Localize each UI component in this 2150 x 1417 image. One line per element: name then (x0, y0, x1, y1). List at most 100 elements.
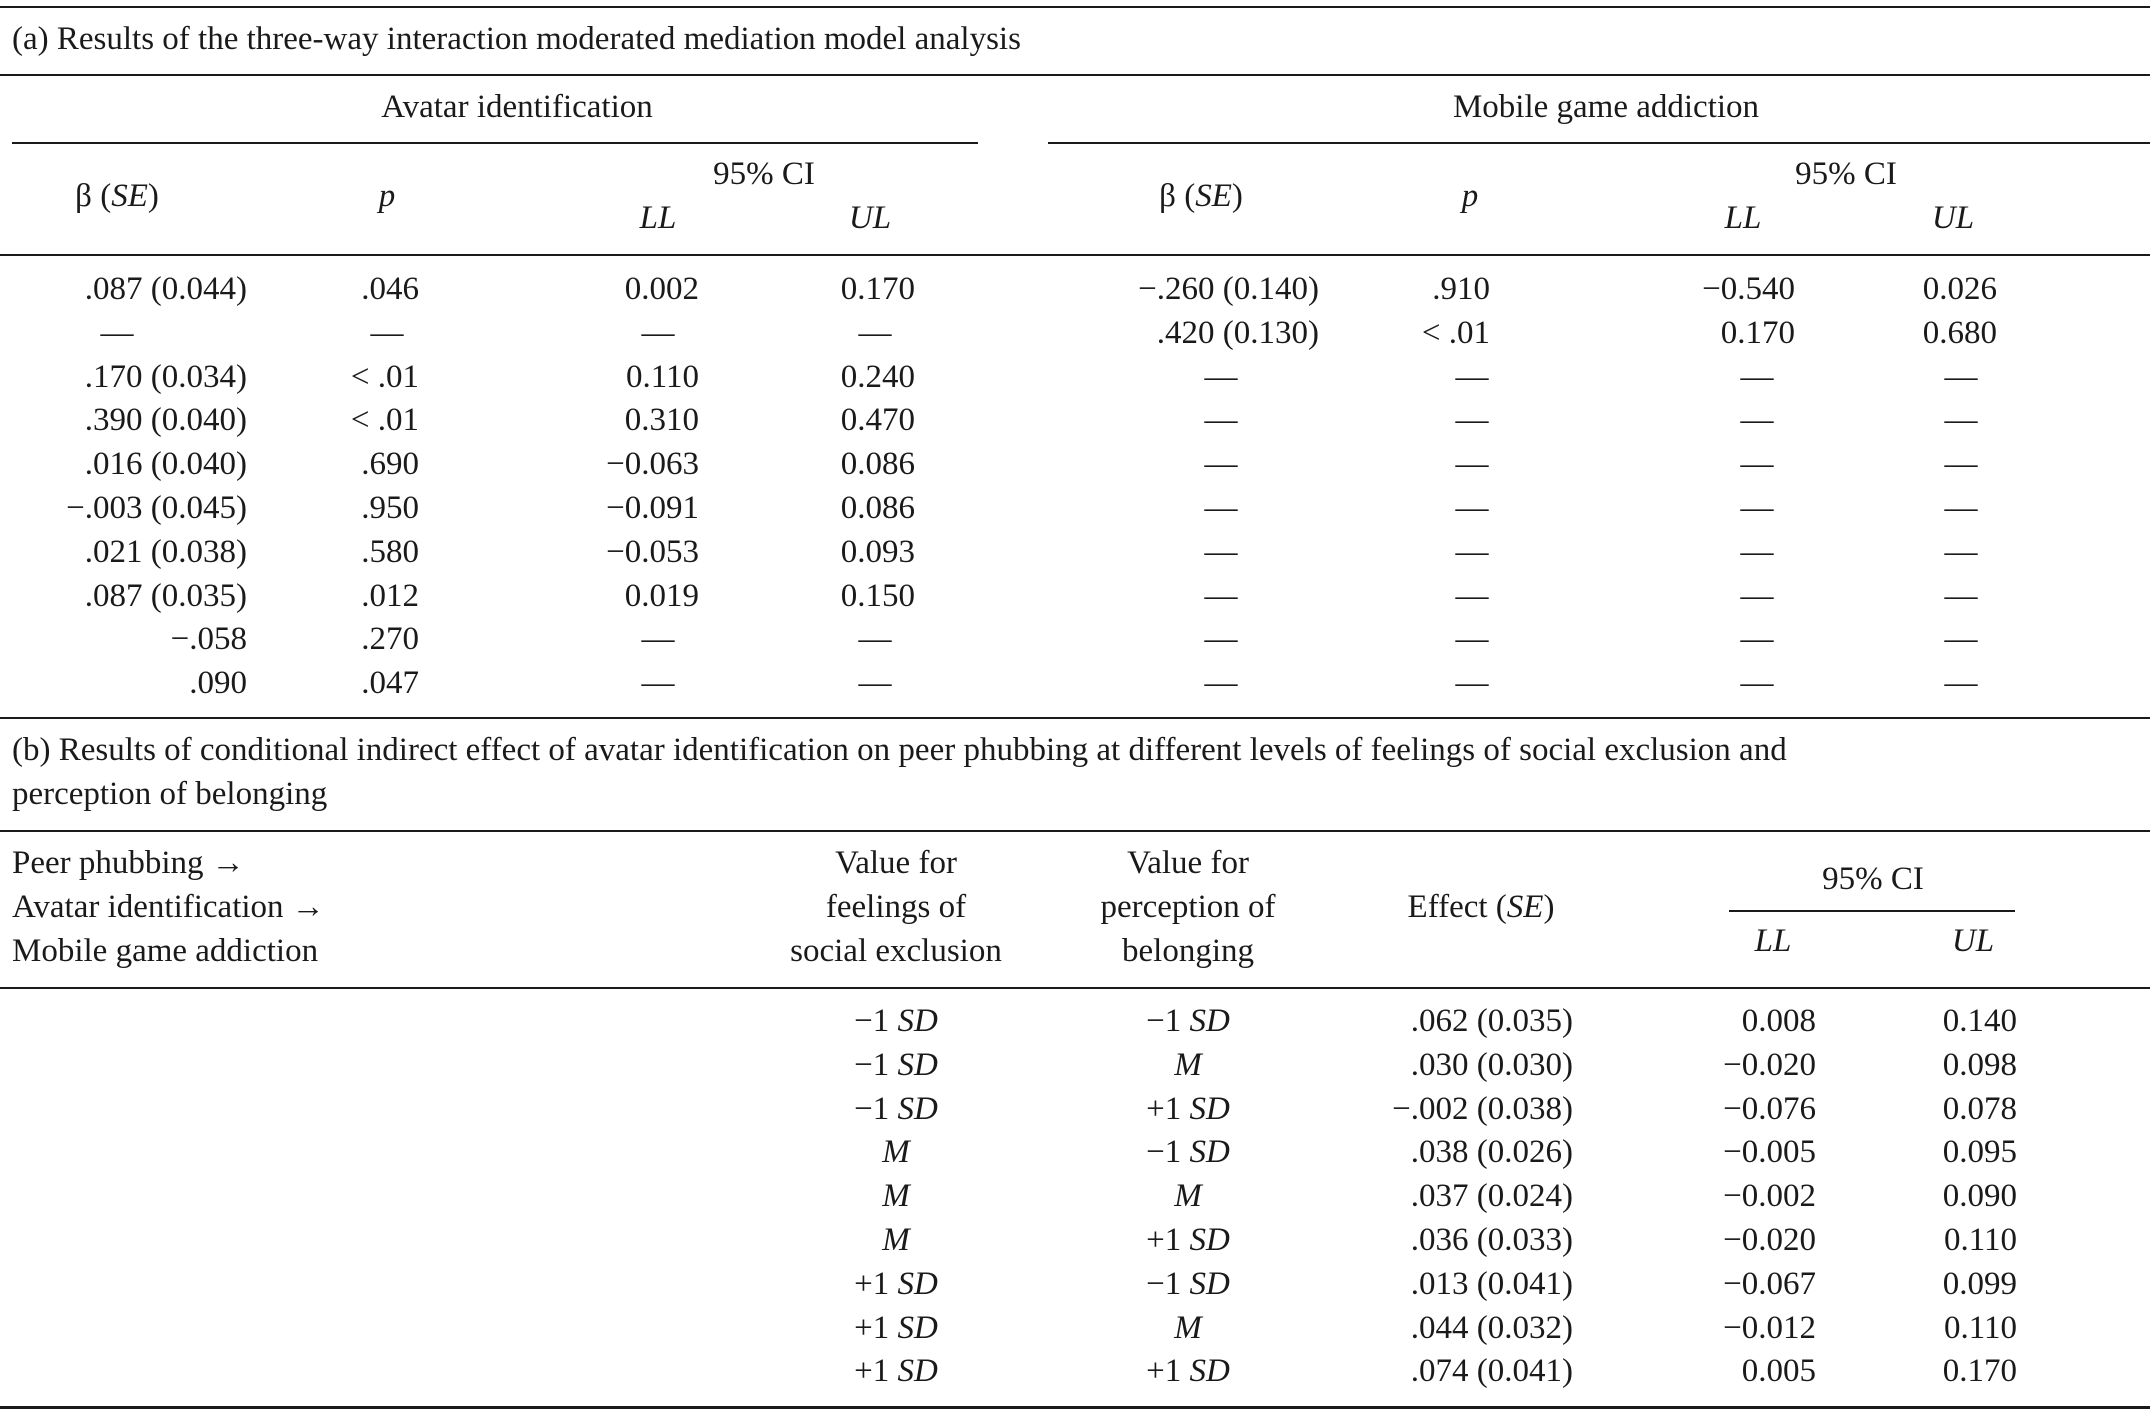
avatar-ul-cell: 0.086 (840, 490, 915, 526)
ll-cell: −0.012 (1723, 1309, 1816, 1346)
col-header-ll: LL (1724, 200, 1762, 236)
avatar-beta-se-cell: −.058 (170, 621, 247, 658)
avatar-beta-se-cell: .087 (0.035) (84, 577, 247, 614)
col-header-beta-se: β (SE) (75, 178, 159, 214)
col-header-95ci: 95% CI (1822, 861, 1924, 897)
mobile-beta-se-cell: — (1204, 446, 1238, 483)
mobile-beta-se-cell: — (1204, 402, 1238, 439)
mobile-p-cell: — (1455, 490, 1489, 526)
col-header-p: p (1461, 178, 1479, 214)
mobile-beta-se-cell: — (1204, 533, 1238, 570)
mobile-beta-se-cell: — (1204, 621, 1238, 658)
avatar-ll-cell: — (641, 314, 675, 351)
top-rule (0, 6, 2150, 8)
belonging-value-cell: −1 SD (1146, 1003, 1230, 1039)
exclusion-value-cell: +1 SD (854, 1309, 938, 1346)
avatar-ll-cell: 0.002 (624, 271, 699, 307)
exclusion-value-cell: +1 SD (854, 1353, 938, 1390)
effect-se-cell: .036 (0.033) (1410, 1222, 1573, 1258)
belonging-value-cell: M (1174, 1046, 1202, 1083)
col-header-95ci: 95% CI (713, 156, 815, 192)
col-header-belonging-line-2: perception of (1100, 889, 1276, 925)
ul-cell: 0.110 (1943, 1309, 2017, 1346)
col-header-belonging-line-3: belonging (1122, 933, 1254, 969)
mobile-beta-se-cell: −.260 (0.140) (1138, 271, 1319, 307)
mobile-p-cell: — (1455, 621, 1489, 658)
avatar-ll-cell: — (641, 621, 675, 658)
mobile-p-cell: < .01 (1421, 314, 1490, 351)
avatar-beta-se-cell: .021 (0.038) (84, 533, 247, 570)
col-header-exclusion-line-2: feelings of (825, 889, 967, 925)
avatar-ll-cell: — (641, 665, 675, 702)
ul-cell: 0.140 (1942, 1003, 2017, 1039)
exclusion-value-cell: −1 SD (854, 1046, 938, 1083)
exclusion-value-cell: −1 SD (854, 1003, 938, 1039)
effect-se-cell: −.002 (0.038) (1392, 1090, 1573, 1127)
avatar-beta-se-cell: .390 (0.040) (84, 402, 247, 439)
avatar-p-cell: .047 (361, 665, 419, 702)
col-header-p: p (378, 178, 396, 214)
effect-se-cell: .074 (0.041) (1410, 1353, 1573, 1390)
col-header-ul: UL (848, 200, 892, 236)
effect-se-cell: .062 (0.035) (1410, 1003, 1573, 1039)
bottom-rule (0, 1406, 2150, 1409)
mobile-ul-cell: — (1944, 490, 1978, 526)
mobile-ul-cell: — (1944, 665, 1978, 702)
col-header-ll: LL (1754, 923, 1792, 959)
avatar-ul-cell: — (858, 621, 892, 658)
exclusion-value-cell: M (882, 1134, 910, 1171)
part-b-caption-line-2: perception of belonging (12, 776, 328, 812)
exclusion-value-cell: −1 SD (854, 1090, 938, 1127)
part-b-header-rule (0, 987, 2150, 989)
col-header-ul: UL (1951, 923, 1995, 959)
col-header-belonging-line-1: Value for (1127, 845, 1249, 881)
avatar-ll-cell: 0.019 (624, 577, 699, 614)
mobile-beta-se-cell: — (1204, 490, 1238, 526)
avatar-ll-cell: −0.091 (606, 490, 699, 526)
ll-cell: −0.020 (1723, 1222, 1816, 1258)
effect-se-cell: .038 (0.026) (1410, 1134, 1573, 1171)
avatar-ul-cell: 0.240 (840, 358, 915, 395)
mobile-ll-cell: — (1740, 490, 1774, 526)
ll-cell: −0.020 (1723, 1046, 1816, 1083)
ul-cell: 0.078 (1942, 1090, 2017, 1127)
ci-span-rule (1729, 910, 2015, 912)
mobile-p-cell: — (1455, 665, 1489, 702)
mobile-beta-se-cell: — (1204, 577, 1238, 614)
ul-cell: 0.090 (1942, 1178, 2017, 1215)
avatar-beta-se-cell: .087 (0.044) (84, 271, 247, 307)
part-a-bottom-rule (0, 717, 2150, 719)
mobile-ul-cell: 0.026 (1922, 271, 1997, 307)
col-header-ul: UL (1931, 200, 1975, 236)
avatar-beta-se-cell: — (100, 314, 134, 351)
mobile-ll-cell: — (1740, 358, 1774, 395)
avatar-p-cell: .046 (361, 271, 419, 307)
mobile-ll-cell: — (1740, 402, 1774, 439)
group-header-mobile-game-addiction: Mobile game addiction (1452, 89, 1760, 125)
mobile-beta-se-cell: .420 (0.130) (1156, 314, 1319, 351)
col-header-effect-se: Effect (SE) (1407, 889, 1555, 925)
belonging-value-cell: −1 SD (1146, 1134, 1230, 1171)
ll-cell: −0.002 (1723, 1178, 1816, 1215)
ll-cell: 0.008 (1741, 1003, 1816, 1039)
mobile-p-cell: .910 (1432, 271, 1490, 307)
path-label-line-3: Mobile game addiction (12, 933, 319, 969)
exclusion-value-cell: M (882, 1178, 910, 1215)
mobile-p-cell: — (1455, 402, 1489, 439)
col-header-ll: LL (639, 200, 677, 236)
mobile-beta-se-cell: — (1204, 665, 1238, 702)
mobile-p-cell: — (1455, 358, 1489, 395)
effect-se-cell: .037 (0.024) (1410, 1178, 1573, 1215)
effect-se-cell: .044 (0.032) (1410, 1309, 1573, 1346)
part-a-caption: (a) Results of the three-way interaction… (12, 21, 1021, 57)
avatar-ul-cell: — (858, 314, 892, 351)
mobile-beta-se-cell: — (1204, 358, 1238, 395)
avatar-p-cell: .012 (361, 577, 419, 614)
mobile-p-cell: — (1455, 577, 1489, 614)
avatar-p-cell: .580 (361, 533, 419, 570)
mobile-ll-cell: — (1740, 577, 1774, 614)
mobile-ul-cell: — (1944, 577, 1978, 614)
ll-cell: −0.076 (1723, 1090, 1816, 1127)
mobile-ll-cell: — (1740, 533, 1774, 570)
col-header-beta-se: β (SE) (1159, 178, 1243, 214)
